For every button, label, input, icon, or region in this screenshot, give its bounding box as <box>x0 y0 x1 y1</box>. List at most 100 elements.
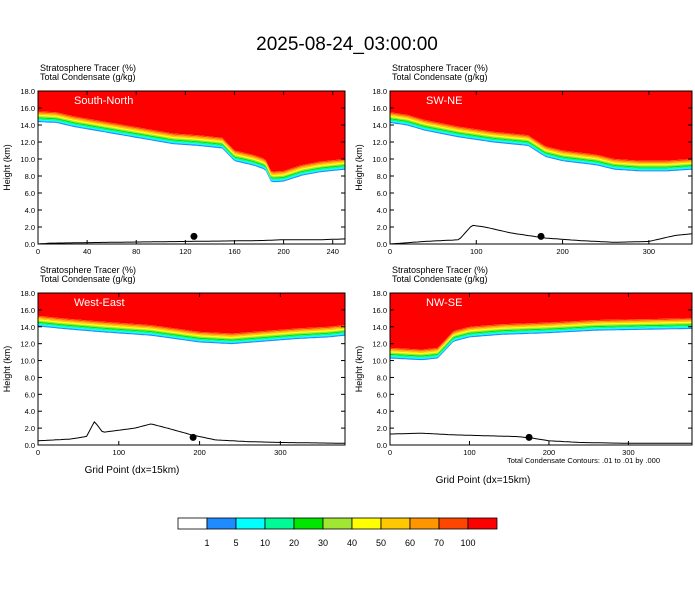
x-tick-label: 0 <box>388 247 392 256</box>
y-tick-label: 16.0 <box>372 104 387 113</box>
tracer-field <box>38 91 345 172</box>
y-tick-label: 8.0 <box>377 373 387 382</box>
tracer-band <box>390 323 692 356</box>
y-tick-label: 0.0 <box>25 441 35 450</box>
condensate-label: Total Condensate (g/kg) <box>40 72 136 82</box>
tracer-band <box>38 325 345 345</box>
y-tick-label: 18.0 <box>372 87 387 96</box>
colorbar-swatch <box>235 517 266 530</box>
condensate-label: Total Condensate (g/kg) <box>40 274 136 284</box>
y-axis-label: Height (km) <box>2 144 12 191</box>
x-tick-label: 100 <box>463 448 476 457</box>
y-tick-label: 6.0 <box>377 390 387 399</box>
y-tick-label: 16.0 <box>20 306 35 315</box>
y-tick-label: 2.0 <box>25 223 35 232</box>
y-tick-label: 6.0 <box>25 390 35 399</box>
tracer-band <box>390 326 692 359</box>
figure-title: 2025-08-24_03:00:00 <box>256 34 438 55</box>
colorbar-label: 10 <box>260 538 270 548</box>
tracer-label: Stratosphere Tracer (%) <box>40 265 136 275</box>
colorbar-swatch <box>409 517 440 530</box>
colorbar-swatch <box>438 517 469 530</box>
panel-nw-se: Stratosphere Tracer (%)Total Condensate … <box>354 265 693 457</box>
x-tick-label: 0 <box>36 247 40 256</box>
tracer-band <box>390 319 692 352</box>
location-marker <box>189 433 197 441</box>
x-tick-label: 200 <box>543 448 556 457</box>
y-tick-label: 16.0 <box>20 104 35 113</box>
colorbar-label: 40 <box>347 538 357 548</box>
tracer-label: Stratosphere Tracer (%) <box>392 265 488 275</box>
location-marker <box>190 232 198 240</box>
panel-label: West-East <box>74 297 125 309</box>
colorbar-swatch <box>264 517 295 530</box>
tracer-band <box>38 315 345 335</box>
plot-frame <box>37 90 346 245</box>
colorbar: 1 5 10 20 30 40 50 60 70 100 <box>177 517 498 548</box>
tracer-band <box>38 322 345 342</box>
tracer-band <box>38 324 345 343</box>
y-axis-label: Height (km) <box>2 346 12 393</box>
y-tick-label: 4.0 <box>25 407 35 416</box>
condensate-label: Total Condensate (g/kg) <box>392 72 488 82</box>
colorbar-swatch <box>293 517 324 530</box>
y-tick-label: 10.0 <box>372 357 387 366</box>
tracer-band <box>38 318 345 337</box>
x-tick-label: 100 <box>113 448 126 457</box>
tracer-label: Stratosphere Tracer (%) <box>40 63 136 73</box>
tracer-band <box>38 320 345 340</box>
x-tick-label: 300 <box>643 247 656 256</box>
x-tick-label: 240 <box>326 247 339 256</box>
terrain-line <box>390 432 692 444</box>
x-tick-label: 120 <box>179 247 192 256</box>
panel-label: SW-NE <box>426 95 462 107</box>
y-tick-label: 18.0 <box>372 289 387 298</box>
x-tick-label: 0 <box>388 448 392 457</box>
y-tick-label: 10.0 <box>20 357 35 366</box>
tracer-band <box>390 318 692 351</box>
y-tick-label: 14.0 <box>372 323 387 332</box>
panel-sw-ne: Stratosphere Tracer (%)Total Condensate … <box>354 63 693 256</box>
y-tick-label: 8.0 <box>25 373 35 382</box>
y-tick-label: 16.0 <box>372 306 387 315</box>
colorbar-swatch <box>380 517 411 530</box>
x-tick-label: 80 <box>132 247 140 256</box>
colorbar-label: 1 <box>204 538 209 548</box>
y-tick-label: 8.0 <box>377 172 387 181</box>
x-tick-label: 40 <box>83 247 91 256</box>
y-tick-label: 18.0 <box>20 289 35 298</box>
tracer-field <box>390 293 692 350</box>
plot-frame <box>389 292 693 446</box>
y-tick-label: 14.0 <box>20 121 35 130</box>
terrain-line <box>38 238 345 244</box>
y-tick-label: 14.0 <box>372 121 387 130</box>
tracer-label: Stratosphere Tracer (%) <box>392 63 488 73</box>
colorbar-label: 60 <box>405 538 415 548</box>
x-tick-label: 200 <box>193 448 206 457</box>
y-tick-label: 0.0 <box>377 441 387 450</box>
x-tick-label: 160 <box>228 247 241 256</box>
y-tick-label: 12.0 <box>20 138 35 147</box>
y-axis-label: Height (km) <box>354 144 364 191</box>
x-tick-label: 300 <box>274 448 287 457</box>
y-tick-label: 12.0 <box>372 340 387 349</box>
colorbar-swatch <box>351 517 382 530</box>
colorbar-swatch <box>177 517 208 530</box>
x-tick-label: 200 <box>556 247 569 256</box>
y-tick-label: 10.0 <box>372 155 387 164</box>
tracer-band <box>390 327 692 361</box>
y-tick-label: 4.0 <box>25 206 35 215</box>
condensate-label: Total Condensate (g/kg) <box>392 274 488 284</box>
x-tick-label: 0 <box>36 448 40 457</box>
panel-label: South-North <box>74 95 133 107</box>
tracer-band <box>390 320 692 353</box>
plot-frame <box>37 292 346 446</box>
colorbar-label: 50 <box>376 538 386 548</box>
location-marker <box>537 232 545 240</box>
y-tick-label: 8.0 <box>25 172 35 181</box>
tracer-band <box>38 317 345 336</box>
colorbar-label: 70 <box>434 538 444 548</box>
colorbar-label: 20 <box>289 538 299 548</box>
tracer-band <box>38 321 345 341</box>
